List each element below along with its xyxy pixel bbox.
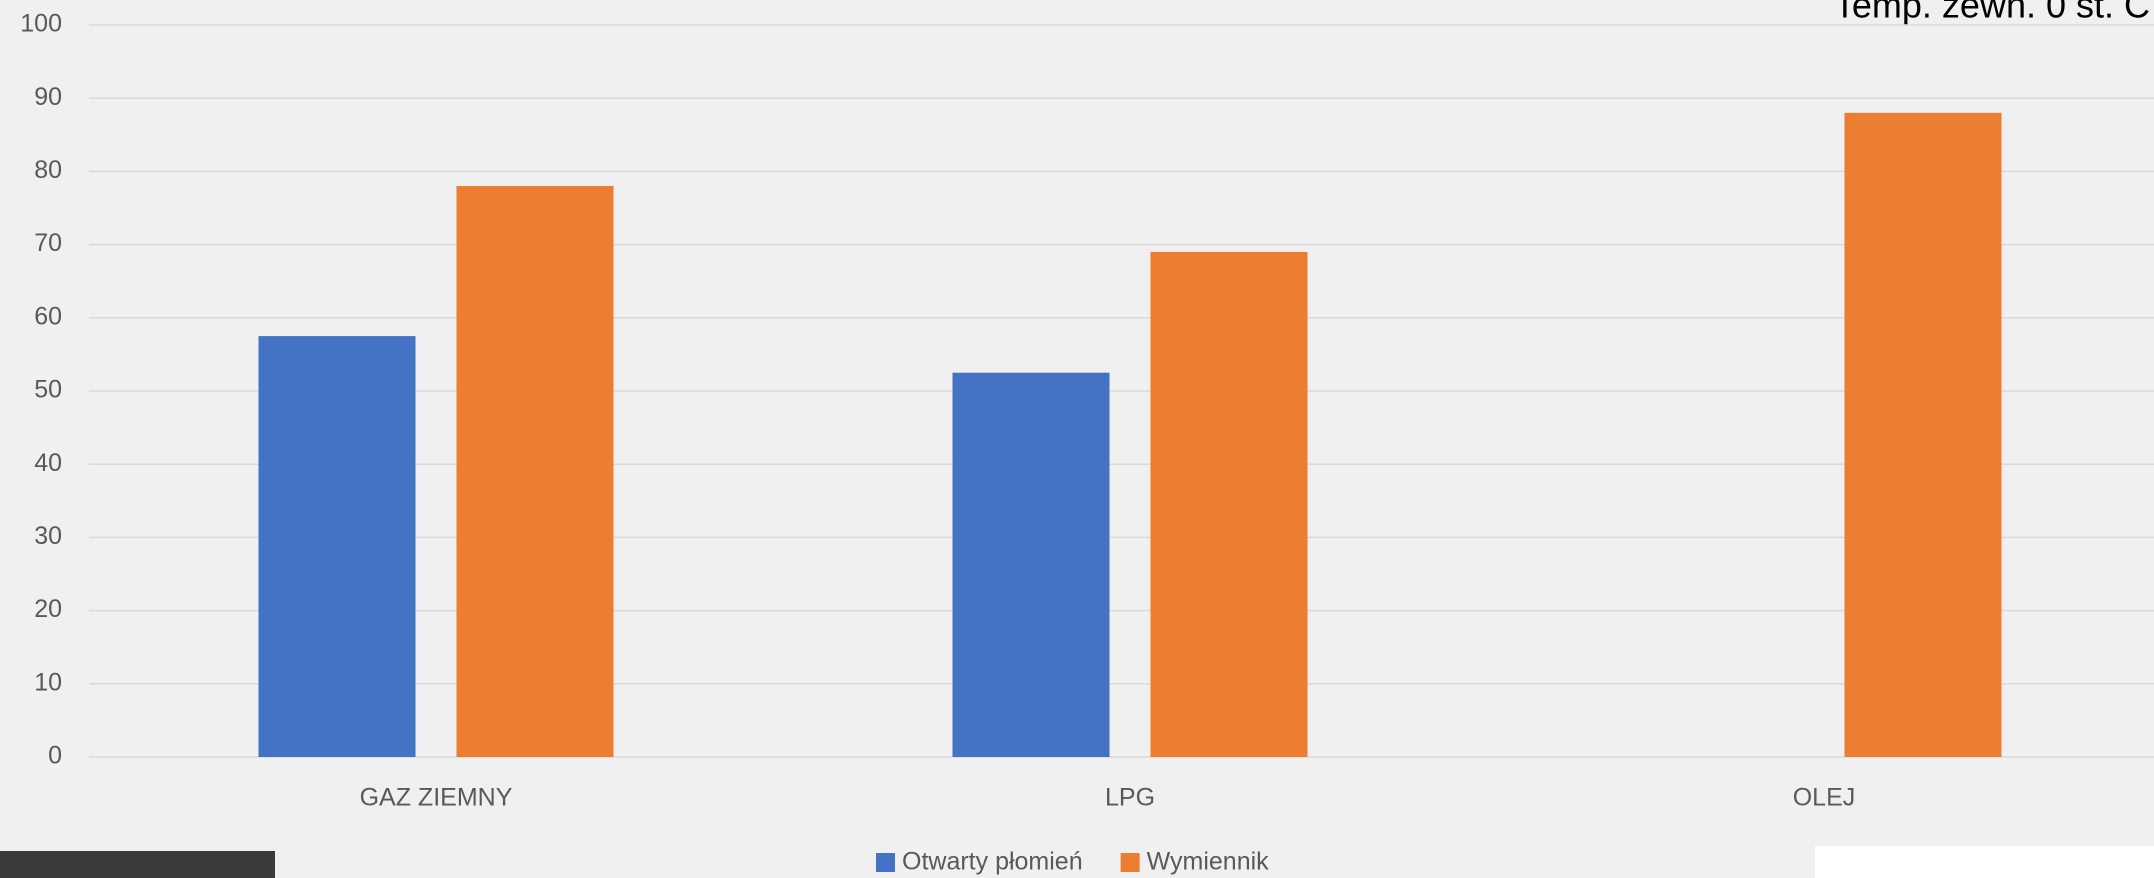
y-tick-label: 70 <box>34 229 62 257</box>
legend-swatch <box>1120 853 1140 872</box>
y-tick-label: 50 <box>34 376 62 404</box>
legend-label: Wymiennik <box>1147 848 1270 876</box>
y-tick-label: 80 <box>34 156 62 184</box>
y-tick-label: 40 <box>34 449 62 477</box>
y-tick-label: 10 <box>34 668 62 696</box>
y-tick-label: 60 <box>34 302 62 330</box>
legend-label: Otwarty płomień <box>902 848 1083 876</box>
bar <box>1150 251 1308 758</box>
logo-area <box>1815 846 2154 878</box>
bar <box>1844 112 2002 758</box>
chart-title: Temp. zewn. 0 st. C <box>1834 0 2150 26</box>
y-tick-label: 0 <box>48 742 62 770</box>
y-tick-label: 20 <box>34 595 62 623</box>
y-tick-label: 100 <box>20 10 62 38</box>
y-tick-label: 30 <box>34 522 62 550</box>
bar <box>952 372 1110 757</box>
x-tick-label: LPG <box>1105 784 1155 812</box>
legend-swatch <box>876 853 895 872</box>
bar <box>258 336 416 757</box>
footer-block <box>0 851 275 878</box>
y-tick-label: 90 <box>34 83 62 111</box>
x-tick-label: GAZ ZIEMNY <box>360 784 513 812</box>
x-tick-label: OLEJ <box>1793 784 1856 812</box>
bar <box>456 186 614 758</box>
